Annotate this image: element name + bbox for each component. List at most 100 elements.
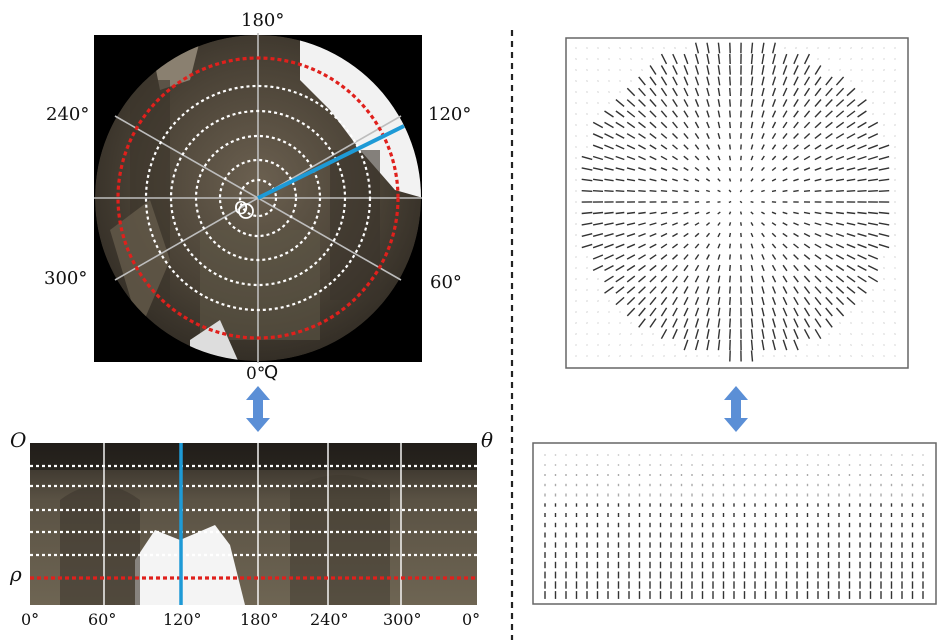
flow-vector bbox=[825, 254, 833, 260]
flow-vector bbox=[604, 110, 614, 118]
flow-vector bbox=[717, 296, 721, 306]
flow-vector bbox=[803, 144, 811, 150]
flow-vector bbox=[706, 264, 710, 272]
flow-vector bbox=[638, 222, 646, 226]
flow-vector bbox=[782, 87, 788, 97]
flow-vector bbox=[867, 121, 879, 129]
flow-vector bbox=[814, 65, 822, 75]
flow-vector bbox=[814, 87, 822, 97]
flow-vector bbox=[846, 222, 856, 226]
flow-vector bbox=[672, 87, 678, 97]
flow-vector bbox=[619, 344, 621, 346]
flow-vector bbox=[638, 286, 646, 294]
flow-vector bbox=[728, 178, 732, 182]
flow-vector bbox=[793, 318, 799, 328]
flow-vector bbox=[649, 133, 657, 139]
flow-vector bbox=[604, 167, 614, 171]
flow-vector bbox=[660, 211, 668, 215]
flow-vector bbox=[683, 132, 689, 140]
flow-vector bbox=[750, 110, 754, 118]
flow-vector bbox=[850, 69, 852, 71]
flow-vector bbox=[772, 329, 776, 339]
flow-vector bbox=[793, 99, 799, 107]
flow-vector bbox=[846, 155, 856, 161]
flow-vector bbox=[793, 222, 799, 226]
flow-vector bbox=[638, 167, 646, 171]
flow-vector bbox=[729, 264, 731, 272]
flow-vector bbox=[861, 355, 863, 357]
flow-vector bbox=[630, 344, 632, 346]
flow-vector bbox=[706, 189, 710, 193]
flow-vector bbox=[793, 286, 799, 294]
flow-vector bbox=[683, 243, 689, 249]
flow-vector bbox=[729, 99, 731, 107]
flow-vector bbox=[683, 254, 689, 260]
flow-vector bbox=[717, 211, 721, 215]
flow-vector bbox=[828, 344, 830, 346]
flow-vector bbox=[771, 307, 777, 317]
flow-vector bbox=[814, 296, 822, 306]
flow-vector bbox=[857, 211, 867, 215]
flow-vector bbox=[814, 211, 822, 215]
flow-vector bbox=[672, 65, 678, 75]
flow-vector bbox=[660, 65, 668, 75]
flow-vector bbox=[835, 155, 845, 161]
flow-vector bbox=[717, 254, 721, 260]
flow-vector bbox=[761, 222, 765, 226]
flow-vector bbox=[872, 289, 874, 291]
flow-vector bbox=[586, 355, 588, 357]
unwrapped-view bbox=[30, 443, 477, 605]
flow-vector bbox=[872, 113, 874, 115]
flow-vector bbox=[835, 254, 845, 260]
flow-vector bbox=[706, 53, 710, 65]
flow-vector bbox=[705, 166, 711, 172]
flow-vector bbox=[581, 233, 593, 237]
flow-vector bbox=[597, 113, 599, 115]
flow-vector bbox=[782, 189, 788, 193]
flow-vector bbox=[793, 65, 799, 75]
flow-vector bbox=[626, 243, 636, 249]
flow-vector bbox=[771, 264, 777, 272]
flow-vector bbox=[671, 167, 679, 171]
flow-vector bbox=[694, 286, 700, 294]
flow-vector bbox=[649, 254, 657, 260]
flow-vector bbox=[683, 189, 689, 193]
flow-vector bbox=[694, 329, 700, 339]
flow-vector bbox=[581, 155, 593, 161]
flow-vector bbox=[649, 76, 657, 86]
flow-vector bbox=[706, 318, 710, 328]
flow-vector bbox=[615, 178, 625, 182]
flow-vector bbox=[857, 178, 867, 182]
flow-vector bbox=[706, 144, 710, 150]
flow-vector bbox=[750, 121, 754, 129]
flow-vector bbox=[883, 355, 885, 357]
flow-vector bbox=[638, 296, 646, 306]
flow-vector bbox=[729, 87, 731, 97]
flow-vector bbox=[649, 307, 657, 317]
flow-vector bbox=[694, 121, 700, 129]
flow-vector bbox=[717, 76, 721, 86]
flow-vector bbox=[861, 322, 863, 324]
flow-vector bbox=[846, 296, 856, 306]
flow-vector bbox=[839, 355, 841, 357]
flow-vector bbox=[846, 211, 856, 215]
flow-vector bbox=[857, 110, 867, 118]
flow-vector bbox=[626, 144, 636, 150]
flow-vector bbox=[586, 113, 588, 115]
flow-vector bbox=[575, 58, 577, 60]
flow-vector bbox=[825, 232, 833, 238]
flow-vector bbox=[857, 133, 867, 139]
flow-vector bbox=[597, 91, 599, 93]
center-label: O bbox=[234, 198, 249, 219]
flow-vector bbox=[592, 222, 604, 226]
flow-vector bbox=[739, 211, 743, 215]
flow-vector bbox=[761, 189, 765, 193]
flow-vector bbox=[586, 311, 588, 313]
flow-vector bbox=[615, 286, 625, 294]
flow-vector bbox=[638, 121, 646, 129]
flow-vector bbox=[750, 254, 754, 260]
flow-vector bbox=[771, 178, 777, 182]
x-tick-300: 300° bbox=[383, 610, 422, 629]
flow-vector bbox=[660, 318, 668, 328]
